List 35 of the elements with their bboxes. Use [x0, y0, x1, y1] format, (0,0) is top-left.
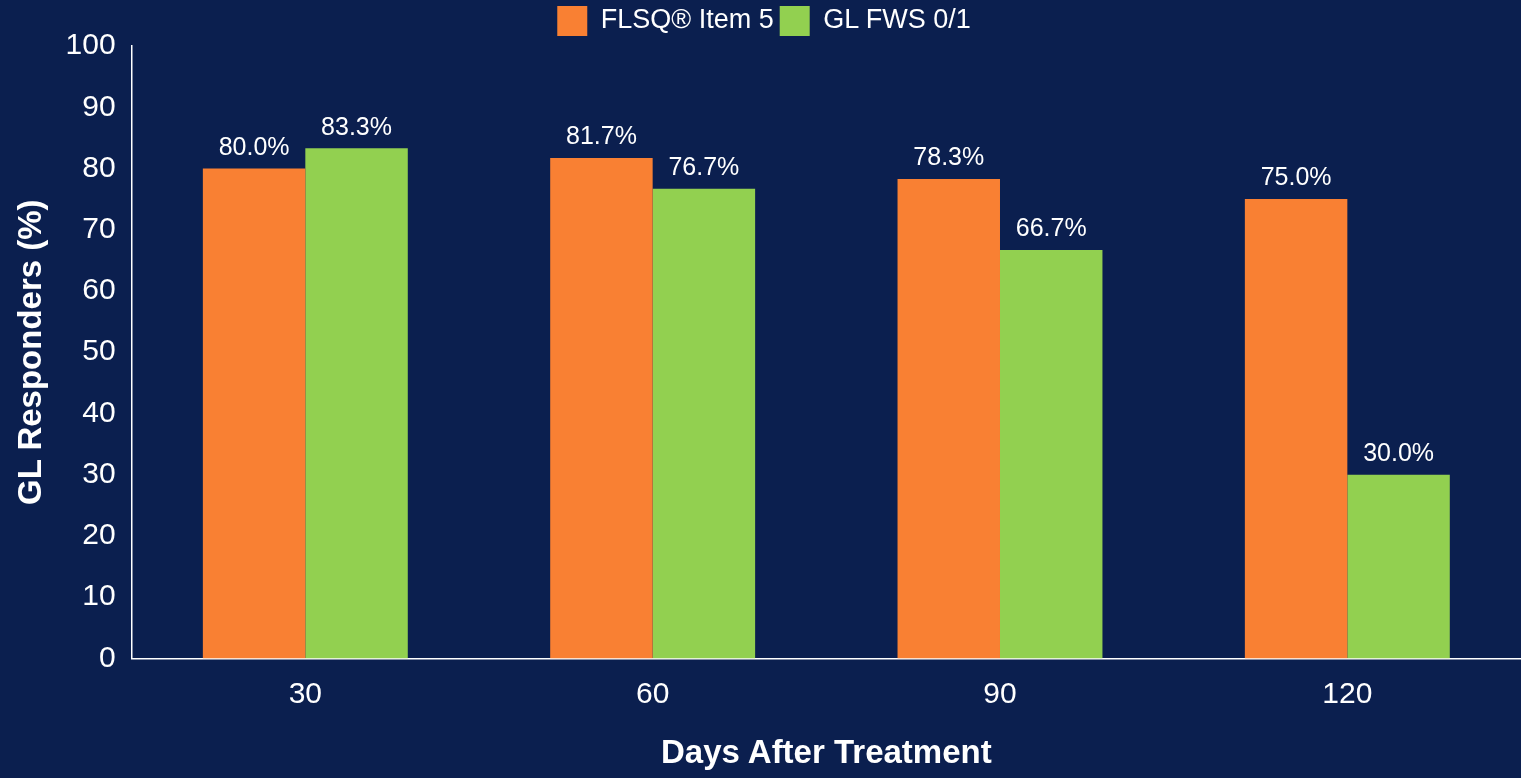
bar — [202, 168, 306, 659]
y-tick-label: 80 — [82, 149, 116, 183]
y-tick-label: 70 — [82, 210, 116, 244]
y-tick-label: 0 — [98, 639, 116, 673]
x-tick-label: 30 — [288, 675, 323, 709]
legend-label: GL FWS 0/1 — [823, 4, 971, 35]
x-axis-title: Days After Treatment — [660, 733, 992, 771]
data-label: 80.0% — [218, 131, 290, 160]
bar — [897, 178, 1000, 659]
y-axis-title: GL Responders (%) — [10, 199, 48, 505]
bar — [1347, 474, 1450, 659]
data-label: 81.7% — [565, 121, 637, 150]
data-label: 75.0% — [1260, 162, 1332, 191]
bar — [305, 148, 408, 659]
y-tick-label: 50 — [82, 333, 116, 367]
bar — [652, 188, 756, 659]
bar — [1000, 249, 1103, 659]
bar — [550, 158, 653, 659]
data-label: 76.7% — [668, 152, 740, 181]
data-label: 78.3% — [913, 142, 985, 171]
y-tick-label: 10 — [82, 578, 116, 612]
bar — [1244, 199, 1348, 659]
y-tick-label: 20 — [82, 517, 116, 551]
y-tick-label: 90 — [82, 88, 116, 122]
x-tick-label: 120 — [1322, 675, 1373, 709]
y-tick-label: 100 — [65, 27, 116, 61]
legend-label: FLSQ® Item 5 — [600, 4, 774, 35]
x-tick-label: 90 — [983, 675, 1017, 709]
y-tick-label: 40 — [82, 394, 116, 428]
y-tick-label: 30 — [82, 455, 116, 489]
x-tick-label: 60 — [635, 675, 670, 709]
data-label: 30.0% — [1363, 438, 1435, 467]
data-label: 66.7% — [1015, 213, 1087, 242]
data-label: 83.3% — [321, 111, 392, 140]
y-tick-label: 60 — [82, 272, 116, 306]
